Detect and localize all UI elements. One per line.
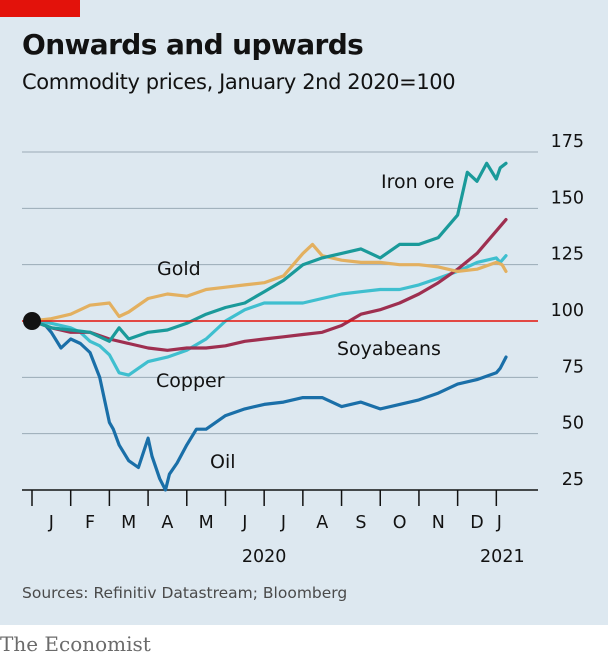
y-tick-label-150: 150	[551, 188, 584, 208]
series-label-copper: Copper	[156, 370, 225, 392]
x-month-label-4: M	[199, 513, 214, 533]
y-tick-label-75: 75	[562, 357, 584, 377]
y-tick-label-25: 25	[562, 470, 584, 490]
x-month-label-2: M	[121, 513, 136, 533]
y-tick-label-50: 50	[562, 414, 584, 434]
y-tick-label-125: 125	[551, 245, 584, 265]
y-tick-label-100: 100	[551, 301, 584, 321]
y-tick-label-175: 175	[551, 132, 584, 152]
x-year-label-0: 2020	[242, 547, 287, 567]
series-line-soyabeans	[30, 218, 508, 352]
series-label-oil: Oil	[210, 451, 236, 473]
x-month-label-8: S	[355, 513, 366, 533]
x-month-label-3: A	[161, 513, 173, 533]
x-month-label-1: F	[85, 513, 95, 533]
chart-source: Sources: Refinitiv Datastream; Bloomberg	[22, 584, 348, 602]
series-line-copper	[30, 254, 508, 377]
x-year-label-1: 2021	[480, 547, 525, 567]
chart-title: Onwards and upwards	[22, 28, 364, 61]
chart-subtitle: Commodity prices, January 2nd 2020=100	[22, 70, 456, 94]
x-month-label-7: A	[316, 513, 328, 533]
series-line-oil	[30, 319, 508, 492]
series-label-soyabeans: Soyabeans	[337, 338, 441, 360]
series-line-gold	[30, 242, 508, 323]
x-month-label-5: J	[241, 513, 247, 533]
brand-red-tag	[0, 0, 80, 17]
brand-wordmark: The Economist	[0, 632, 151, 656]
x-month-label-6: J	[280, 513, 286, 533]
x-month-label-12: J	[496, 513, 502, 533]
x-month-label-9: O	[393, 513, 407, 533]
chart-panel	[0, 0, 608, 625]
series-label-iron-ore: Iron ore	[381, 171, 454, 193]
x-month-label-11: D	[470, 513, 483, 533]
x-month-label-0: J	[48, 513, 54, 533]
x-month-label-10: N	[432, 513, 445, 533]
series-label-gold: Gold	[157, 258, 201, 280]
series-line-iron-ore	[30, 161, 508, 343]
start-point-marker	[23, 312, 41, 330]
